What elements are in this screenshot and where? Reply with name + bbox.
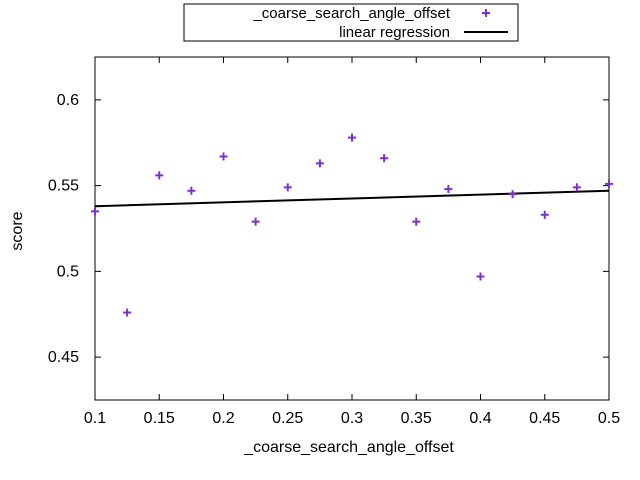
x-tick-label: 0.3 [341,410,363,427]
x-axis-label: _coarse_search_angle_offset [243,439,454,456]
x-tick-label: 0.2 [212,410,234,427]
data-point [91,207,99,216]
x-tick-label: 0.35 [401,410,432,427]
data-point [412,217,421,226]
y-tick-label: 0.5 [57,263,79,280]
data-point [380,154,389,163]
data-point [123,308,132,317]
data-point [283,183,292,192]
x-tick-label: 0.5 [598,410,620,427]
legend-box [183,3,519,42]
data-point [605,179,613,188]
data-point [444,185,453,194]
legend-label-scatter: _coarse_search_angle_offset [252,5,450,22]
data-point [251,217,260,226]
x-tick-label: 0.4 [469,410,491,427]
data-point [219,152,228,161]
y-tick-label: 0.55 [48,178,79,195]
data-point [476,272,485,281]
legend: _coarse_search_angle_offset linear regre… [183,3,519,42]
regression-line [94,189,610,208]
legend-plus-icon [482,9,490,17]
x-tick-label: 0.1 [84,410,106,427]
x-tick-label: 0.15 [144,410,175,427]
y-axis-label: score [9,211,26,250]
data-point [540,210,549,219]
x-tick-label: 0.45 [529,410,560,427]
data-point [187,186,196,195]
data-point [572,183,581,192]
plot-border [94,56,610,401]
data-point [315,159,324,168]
data-point [508,190,517,199]
x-tick-label: 0.25 [272,410,303,427]
legend-label-regression: linear regression [339,24,450,41]
y-tick-label: 0.45 [48,349,79,366]
data-point [348,133,356,142]
y-tick-label: 0.6 [57,92,79,109]
legend-plus-marker [482,9,490,17]
data-point [155,171,164,180]
